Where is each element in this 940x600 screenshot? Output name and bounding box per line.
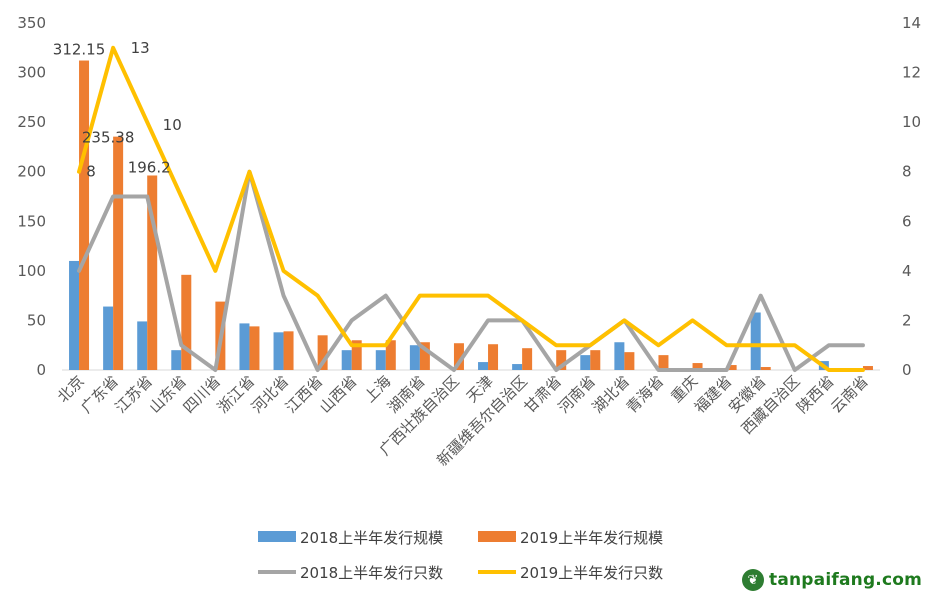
legend-label: 2019上半年发行规模 <box>520 529 663 547</box>
x-category-label: 湖北省 <box>589 372 634 417</box>
data-label: 312.15 <box>53 41 106 59</box>
bar-2019-7 <box>317 335 328 370</box>
x-category-label: 山东省 <box>146 372 191 417</box>
data-labels: 312.15 235.38 196.2 8 13 10 <box>53 39 182 181</box>
bar-2019-2 <box>147 175 158 370</box>
x-category-label: 陕西省 <box>793 372 838 417</box>
bar-2018-20 <box>750 312 761 370</box>
line-2018 <box>77 169 865 372</box>
data-label: 10 <box>163 116 182 134</box>
legend-label: 2018上半年发行规模 <box>300 529 443 547</box>
bar-2018-0 <box>69 260 80 370</box>
bar-2018-8 <box>341 350 352 370</box>
lines <box>77 45 865 372</box>
bar-2018-12 <box>478 362 489 370</box>
x-category-label: 河南省 <box>555 372 600 417</box>
y-left-tick-label: 50 <box>27 311 46 329</box>
watermark: ❦ tanpaifang.com <box>742 566 922 594</box>
legend: 2018上半年发行规模 2019上半年发行规模 2018上半年发行只数 2019上半年… <box>258 529 663 582</box>
x-category-label: 河北省 <box>248 372 293 417</box>
y-right-tick-label: 4 <box>902 262 912 280</box>
x-category-label: 浙江省 <box>214 372 259 417</box>
bar-2019-16 <box>624 352 635 370</box>
x-category-label: 江西省 <box>282 372 327 417</box>
x-category-label: 福建省 <box>691 372 736 417</box>
legend-swatch-1 <box>478 531 516 542</box>
bar-2019-14 <box>556 350 567 370</box>
y-left-tick-label: 200 <box>17 163 46 181</box>
bar-2018-3 <box>171 350 182 370</box>
bar-2018-1 <box>103 306 114 370</box>
bar-2018-16 <box>614 342 625 370</box>
y-right-tick-label: 8 <box>902 163 912 181</box>
bar-2019-1 <box>113 136 124 370</box>
y-right-tick-label: 0 <box>902 361 912 379</box>
x-category-label: 云南省 <box>827 372 872 417</box>
bar-2018-2 <box>137 321 148 370</box>
data-label: 8 <box>86 163 96 181</box>
line-2019 <box>77 45 865 372</box>
y-right-tick-label: 6 <box>902 212 912 230</box>
bar-2019-0 <box>79 60 90 370</box>
bar-2018-10 <box>409 345 420 370</box>
bar-2019-18 <box>692 363 703 370</box>
bar-2018-15 <box>580 355 591 370</box>
bar-2018-6 <box>273 332 284 370</box>
data-label: 13 <box>131 39 150 57</box>
x-category-label: 甘肃省 <box>520 372 565 417</box>
watermark-text: tanpaifang.com <box>769 570 923 590</box>
bar-2019-23 <box>862 366 873 370</box>
bar-2019-19 <box>726 365 737 370</box>
bar-2019-3 <box>181 274 192 370</box>
y-left-tick-label: 0 <box>36 361 46 379</box>
legend-swatch-0 <box>258 531 296 542</box>
bar-2018-5 <box>239 323 250 370</box>
leaf-logo-icon: ❦ <box>742 569 764 591</box>
bar-2019-17 <box>658 355 669 370</box>
y-right-tick-label: 12 <box>902 64 921 82</box>
y-left-tick-label: 150 <box>17 212 46 230</box>
bar-2019-20 <box>760 367 771 370</box>
y-right-tick-label: 2 <box>902 311 912 329</box>
bar-2019-11 <box>453 343 464 370</box>
data-label: 196.2 <box>128 158 171 176</box>
y-left-tick-label: 350 <box>17 14 46 32</box>
y-left-tick-label: 300 <box>17 64 46 82</box>
bar-2019-13 <box>522 348 533 370</box>
legend-label: 2018上半年发行只数 <box>300 564 443 582</box>
bar-2019-10 <box>419 342 430 370</box>
y-left-tick-label: 100 <box>17 262 46 280</box>
bar-2019-8 <box>351 340 362 370</box>
bar-2019-6 <box>283 331 294 370</box>
x-category-label: 山西省 <box>316 372 361 417</box>
y-left-tick-label: 250 <box>17 113 46 131</box>
x-category-label: 四川省 <box>180 372 225 417</box>
y-right-tick-label: 10 <box>902 113 921 131</box>
x-category-label: 广东省 <box>77 372 122 417</box>
bar-2019-9 <box>385 340 396 370</box>
bar-2019-15 <box>590 350 601 370</box>
x-category-label: 江苏省 <box>111 372 156 417</box>
x-category-label: 青海省 <box>623 372 668 417</box>
bar-2018-13 <box>512 364 523 370</box>
y-right-tick-label: 14 <box>902 14 921 32</box>
legend-label: 2019上半年发行只数 <box>520 564 663 582</box>
bars <box>69 60 873 370</box>
bar-2019-5 <box>249 326 260 370</box>
data-label: 235.38 <box>82 129 135 147</box>
bar-2018-9 <box>375 350 386 370</box>
bar-2019-12 <box>488 344 499 370</box>
